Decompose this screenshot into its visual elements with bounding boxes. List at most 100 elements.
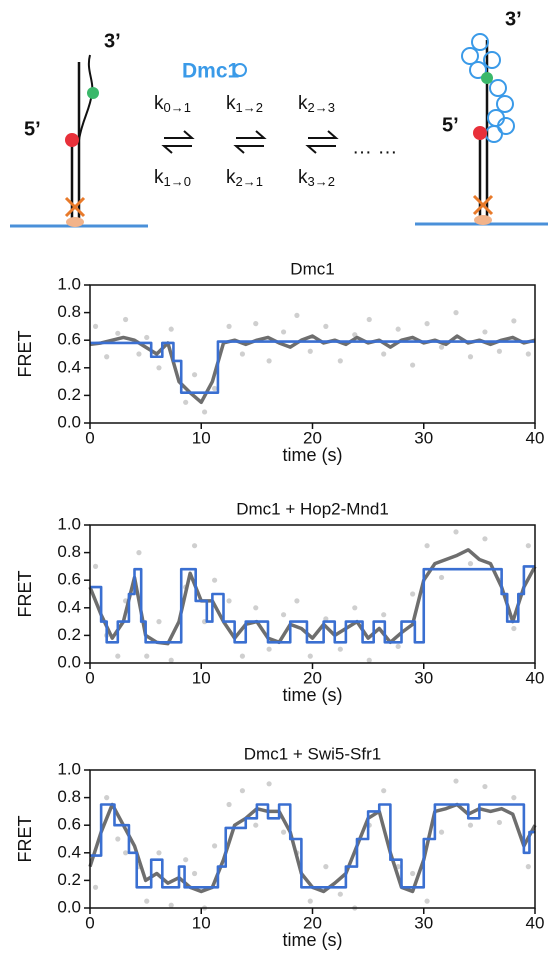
data-point xyxy=(156,619,162,625)
data-point xyxy=(183,399,189,405)
data-point xyxy=(410,870,416,877)
y-tick-label: 0.2 xyxy=(57,870,81,889)
label-3prime: 3’ xyxy=(104,30,121,52)
data-point xyxy=(496,348,502,354)
data-point xyxy=(453,529,459,535)
data-point xyxy=(168,657,174,663)
y-tick-label: 0.8 xyxy=(57,302,81,321)
data-point xyxy=(92,323,99,329)
data-point xyxy=(266,781,272,787)
data-point xyxy=(395,326,401,332)
schematic-left: 3’ 5’ xyxy=(10,30,148,228)
data-point xyxy=(115,330,121,336)
data-point xyxy=(280,329,287,335)
data-point xyxy=(136,550,142,556)
data-point xyxy=(511,795,517,801)
y-tick-label: 0.0 xyxy=(57,897,81,916)
data-point xyxy=(410,591,416,597)
data-point xyxy=(438,829,445,835)
data-point xyxy=(104,795,110,801)
trace xyxy=(89,334,536,405)
data-point xyxy=(467,822,474,828)
acceptor-dye xyxy=(473,126,487,140)
y-tick-label: 0.4 xyxy=(57,357,81,376)
data-point xyxy=(307,653,313,659)
data-point xyxy=(212,385,218,392)
data-point xyxy=(294,312,300,318)
data-point xyxy=(366,657,372,663)
data-point xyxy=(467,354,474,360)
y-tick-label: 0.0 xyxy=(57,412,81,431)
x-tick-label: 20 xyxy=(303,428,322,447)
data-point xyxy=(482,329,488,335)
x-axis-label: time (s) xyxy=(283,930,343,950)
x-axis-label: time (s) xyxy=(283,685,343,705)
y-tick-label: 1.0 xyxy=(57,274,81,293)
data-point xyxy=(424,321,430,327)
trace xyxy=(90,565,535,644)
donor-dye xyxy=(87,87,99,99)
data-point xyxy=(253,321,259,327)
acceptor-dye xyxy=(65,133,79,147)
data-point xyxy=(467,561,474,567)
data-point xyxy=(226,323,232,329)
data-point xyxy=(168,326,174,332)
data-point xyxy=(438,344,445,350)
data-point xyxy=(226,598,232,604)
linker xyxy=(472,194,494,216)
data-point xyxy=(123,316,129,323)
data-point xyxy=(144,334,150,341)
biotin xyxy=(66,217,84,227)
chart-title: Dmc1 xyxy=(290,259,334,278)
data-point xyxy=(115,836,121,842)
data-point xyxy=(496,819,502,826)
data-point xyxy=(144,653,150,659)
trace xyxy=(90,340,535,394)
schematic-right: 3’ 5’ xyxy=(415,8,548,226)
data-point xyxy=(307,348,313,354)
x-tick-label: 40 xyxy=(526,428,545,447)
y-tick-label: 0.8 xyxy=(57,787,81,806)
x-axis-label: time (s) xyxy=(283,445,343,465)
chart-title: Dmc1 + Hop2-Mnd1 xyxy=(236,499,389,518)
data-point xyxy=(337,891,343,897)
data-point xyxy=(424,898,430,904)
donor-dye xyxy=(481,72,493,84)
y-tick-label: 0.4 xyxy=(57,597,81,616)
data-point xyxy=(453,778,459,784)
data-point xyxy=(482,536,488,542)
data-point xyxy=(156,850,162,856)
x-tick-label: 30 xyxy=(414,913,433,932)
trace xyxy=(90,803,535,889)
data-point xyxy=(212,577,218,583)
x-tick-label: 20 xyxy=(303,668,322,687)
rate-backward: k2→1 xyxy=(226,167,263,189)
data-point xyxy=(201,409,208,415)
data-point xyxy=(323,864,329,870)
protein-icon xyxy=(233,63,247,77)
data-point xyxy=(525,351,531,357)
data-point xyxy=(453,310,459,316)
y-tick-label: 1.0 xyxy=(57,759,81,778)
data-point xyxy=(337,646,343,652)
data-point xyxy=(337,358,343,364)
data-point xyxy=(525,543,531,549)
rate-backward: k1→0 xyxy=(154,167,191,189)
data-point xyxy=(253,605,259,611)
data-point xyxy=(323,616,329,622)
rate-forward: k0→1 xyxy=(154,93,191,115)
x-tick-label: 10 xyxy=(192,913,211,932)
data-point xyxy=(191,372,198,378)
data-point xyxy=(438,574,445,581)
data-point xyxy=(136,351,142,357)
data-point xyxy=(280,829,287,835)
rate-backward: k3→2 xyxy=(298,167,335,189)
data-point xyxy=(168,902,174,908)
x-tick-label: 40 xyxy=(526,913,545,932)
data-point xyxy=(212,843,218,849)
data-point xyxy=(253,822,259,828)
data-point xyxy=(92,563,99,570)
y-tick-label: 0.4 xyxy=(57,842,81,861)
